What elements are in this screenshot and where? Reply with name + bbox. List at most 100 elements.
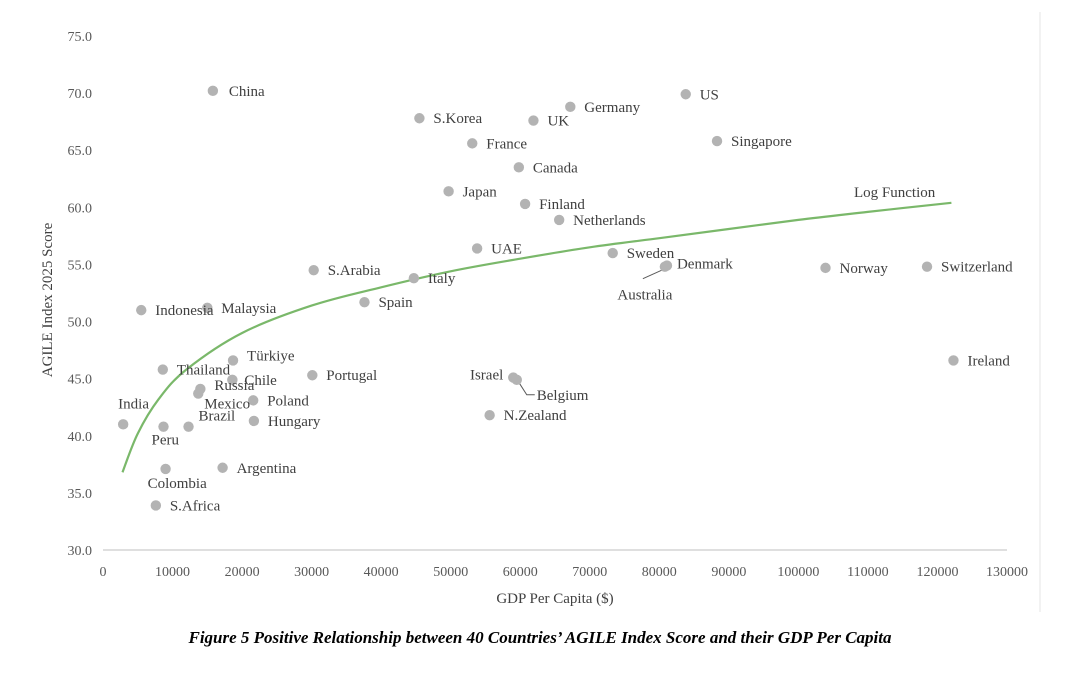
x-tick-label: 100000 bbox=[777, 565, 819, 580]
x-tick-label: 110000 bbox=[847, 565, 888, 580]
data-point bbox=[471, 243, 483, 254]
point-label: Spain bbox=[378, 295, 413, 311]
data-point bbox=[117, 419, 129, 430]
y-axis-title: AGILE Index 2025 Score bbox=[40, 222, 56, 377]
point-label: Netherlands bbox=[573, 213, 646, 229]
point-label: S.Arabia bbox=[328, 263, 381, 279]
data-point bbox=[217, 462, 228, 473]
y-tick-label: 60.0 bbox=[68, 201, 93, 216]
point-label: Canada bbox=[533, 160, 578, 176]
data-point bbox=[921, 261, 933, 272]
x-tick-label: 0 bbox=[100, 565, 107, 580]
y-tick-label: 65.0 bbox=[68, 144, 93, 159]
data-point bbox=[443, 186, 454, 197]
data-point bbox=[948, 355, 959, 366]
point-label: UAE bbox=[491, 241, 522, 257]
data-point bbox=[160, 463, 171, 475]
x-tick-label: 30000 bbox=[294, 565, 329, 580]
point-label: Russia bbox=[214, 378, 254, 394]
leader-line bbox=[519, 383, 535, 396]
data-point bbox=[307, 370, 318, 381]
x-tick-label: 120000 bbox=[916, 565, 958, 580]
x-tick-label: 50000 bbox=[433, 565, 468, 580]
point-label: Finland bbox=[539, 197, 585, 213]
y-tick-label: 70.0 bbox=[68, 87, 93, 102]
point-labels: China S.Korea UK Germany US France Singapore Ca… bbox=[118, 84, 1013, 515]
x-axis-title: GDP Per Capita ($) bbox=[496, 591, 613, 607]
data-point bbox=[158, 421, 169, 432]
point-label: Malaysia bbox=[221, 301, 276, 317]
figure-caption: Figure 5 Positive Relationship between 4… bbox=[188, 628, 892, 647]
data-point bbox=[359, 296, 370, 308]
data-point bbox=[157, 364, 169, 375]
x-axis-ticks: 0 10000 20000 30000 40000 50000 60000 70000 8000… bbox=[100, 565, 1029, 580]
point-label: US bbox=[700, 87, 719, 103]
data-point bbox=[711, 135, 723, 147]
point-label: Italy bbox=[428, 271, 456, 287]
data-point bbox=[227, 355, 239, 366]
y-axis-ticks: 30.0 35.0 40.0 45.0 50.0 55.0 60.0 65.0 70.0 75.0 bbox=[68, 30, 93, 559]
x-tick-label: 130000 bbox=[986, 565, 1028, 580]
point-label: France bbox=[486, 136, 527, 152]
point-label: Belgium bbox=[537, 388, 589, 404]
data-point bbox=[528, 115, 539, 126]
point-label: Peru bbox=[151, 433, 179, 449]
point-label: Brazil bbox=[199, 409, 236, 425]
data-point bbox=[467, 138, 478, 149]
point-label: Denmark bbox=[677, 257, 733, 273]
data-point bbox=[308, 264, 319, 276]
data-point bbox=[511, 374, 522, 386]
point-label: India bbox=[118, 396, 149, 412]
data-point bbox=[519, 198, 531, 210]
point-label: Colombia bbox=[148, 476, 208, 492]
point-label: Portugal bbox=[326, 368, 377, 384]
y-tick-label: 75.0 bbox=[68, 30, 93, 45]
point-label: Israel bbox=[470, 368, 503, 384]
data-point bbox=[513, 162, 525, 173]
y-tick-label: 40.0 bbox=[68, 430, 93, 445]
x-tick-label: 10000 bbox=[155, 565, 190, 580]
label-leader-lines bbox=[519, 269, 664, 396]
x-tick-label: 60000 bbox=[503, 565, 538, 580]
y-tick-label: 50.0 bbox=[68, 316, 93, 331]
data-point bbox=[183, 421, 194, 432]
data-points bbox=[117, 85, 959, 511]
x-tick-label: 40000 bbox=[364, 565, 399, 580]
leader-line bbox=[642, 269, 664, 280]
point-label: Germany bbox=[584, 100, 640, 116]
data-point bbox=[565, 101, 576, 113]
data-point bbox=[659, 261, 671, 272]
point-label: Australia bbox=[617, 288, 672, 304]
point-label: Sweden bbox=[627, 246, 675, 262]
point-label: Japan bbox=[463, 184, 498, 200]
point-label: S.Africa bbox=[170, 498, 221, 514]
trend-label: Log Function bbox=[854, 185, 936, 201]
point-label: Mexico bbox=[204, 397, 250, 413]
log-trend-line bbox=[121, 201, 952, 473]
point-label: Argentina bbox=[237, 461, 297, 477]
data-point bbox=[202, 302, 213, 314]
point-label: China bbox=[229, 84, 265, 100]
data-point bbox=[207, 85, 219, 97]
data-point bbox=[607, 247, 618, 259]
point-label: S.Korea bbox=[433, 111, 482, 127]
x-tick-label: 90000 bbox=[711, 565, 746, 580]
x-tick-label: 80000 bbox=[642, 565, 677, 580]
y-tick-label: 30.0 bbox=[68, 544, 93, 559]
data-point bbox=[248, 415, 260, 427]
point-label: N.Zealand bbox=[504, 408, 567, 424]
data-point bbox=[408, 272, 420, 284]
data-point bbox=[680, 89, 691, 100]
point-label: Singapore bbox=[731, 134, 792, 150]
point-label: Hungary bbox=[268, 414, 321, 430]
point-label: Ireland bbox=[967, 353, 1010, 369]
point-label: Poland bbox=[267, 393, 309, 409]
point-label: Chile bbox=[244, 373, 277, 389]
point-label: Switzerland bbox=[941, 260, 1013, 276]
data-point bbox=[248, 395, 259, 406]
data-point bbox=[553, 214, 565, 226]
data-point bbox=[193, 388, 204, 399]
scatter-chart: 0 10000 20000 30000 40000 50000 60000 70000 8000… bbox=[40, 12, 1041, 612]
point-label: UK bbox=[547, 114, 569, 130]
y-tick-label: 45.0 bbox=[68, 373, 93, 388]
